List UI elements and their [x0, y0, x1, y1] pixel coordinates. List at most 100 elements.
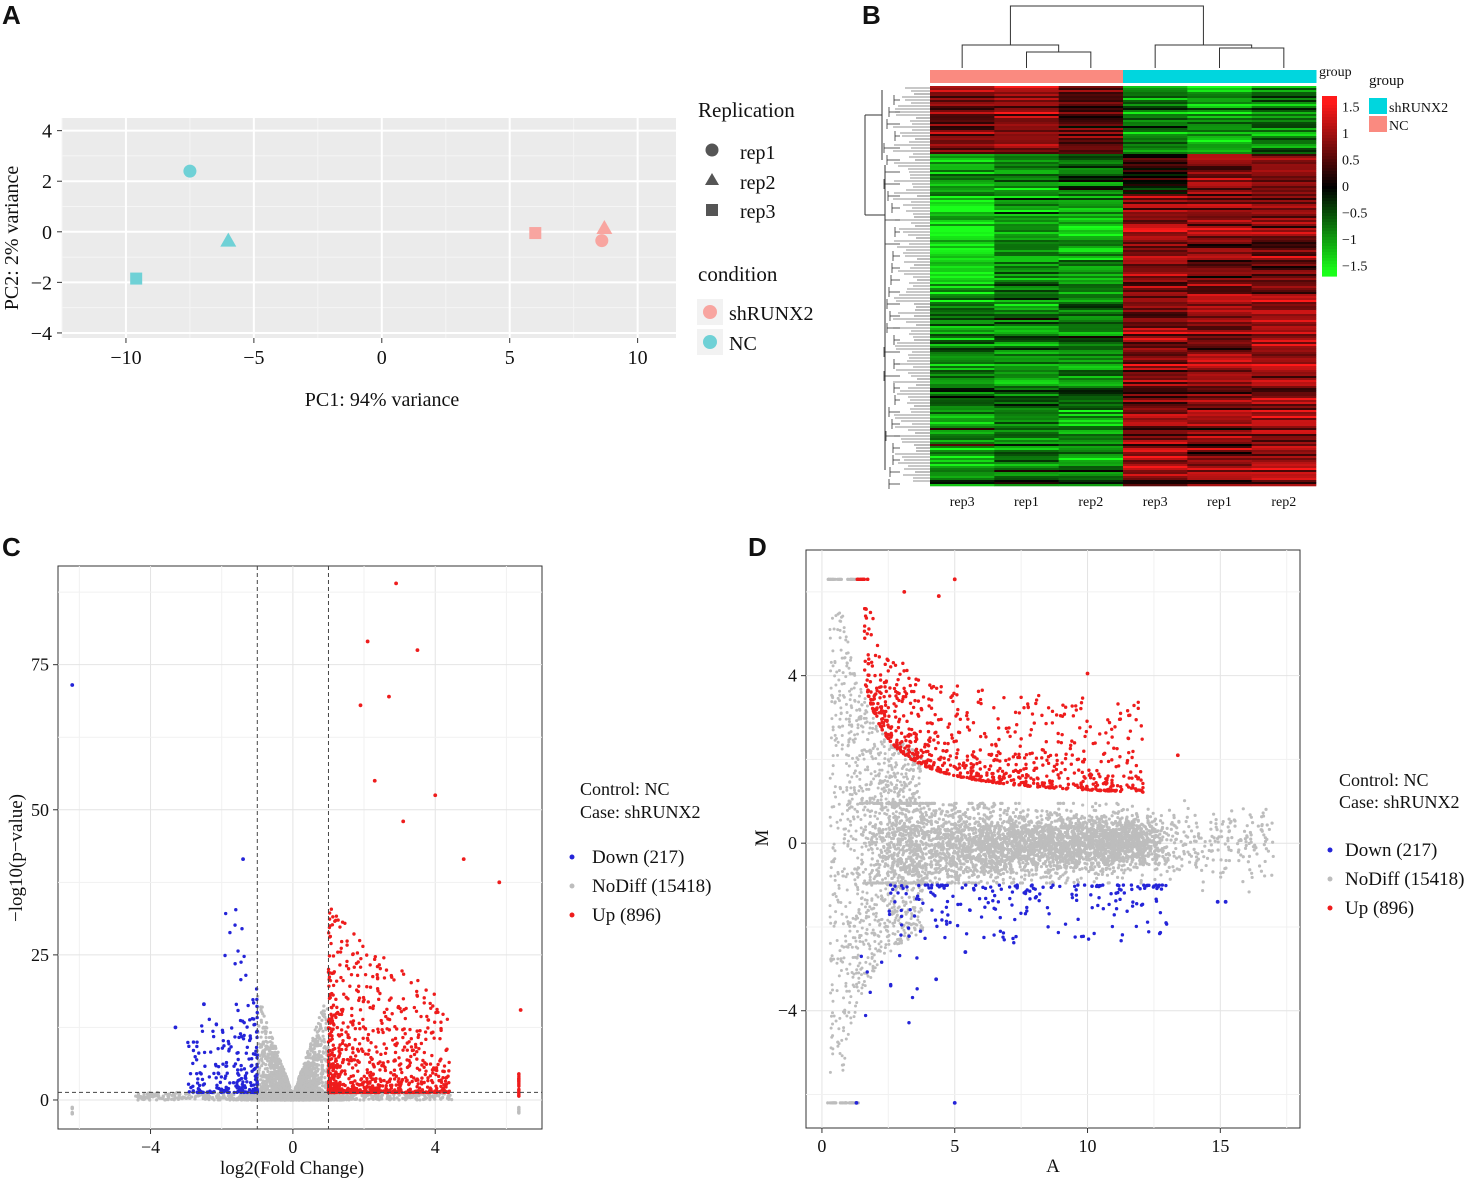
- heatmap-cell: [994, 346, 1059, 349]
- legend-nc: NC: [729, 333, 757, 355]
- data-point: [375, 1097, 380, 1101]
- heatmap-cell: [1187, 394, 1252, 397]
- heatmap-cell: [1251, 400, 1317, 403]
- heatmap-cell: [1123, 166, 1188, 169]
- data-point: [424, 1062, 429, 1066]
- heatmap-cell: [1058, 236, 1124, 239]
- data-point: [320, 1075, 324, 1079]
- heatmap-cell: [1058, 328, 1124, 331]
- heatmap-cell: [994, 410, 1059, 413]
- colorbar-tick-label: −1: [1342, 233, 1357, 248]
- heatmap-cell: [1251, 194, 1317, 197]
- heatmap-cell: [1058, 466, 1124, 469]
- heatmap-cell: [994, 368, 1059, 371]
- heatmap-cell: [1187, 464, 1252, 467]
- heatmap-cell: [930, 202, 995, 205]
- heatmap-cell: [1187, 176, 1252, 179]
- heatmap-cell: [1187, 280, 1252, 283]
- heatmap-cell: [994, 374, 1059, 377]
- data-point: [277, 1081, 281, 1086]
- heatmap-cell: [1187, 156, 1252, 159]
- heatmap-cell: [1251, 484, 1317, 487]
- heatmap-cell: [994, 126, 1059, 129]
- heatmap-cell: [1123, 244, 1188, 247]
- heatmap-cell: [1251, 178, 1317, 181]
- heatmap-cell: [1123, 154, 1188, 157]
- heatmap-cell: [1187, 390, 1252, 393]
- heatmap-cell: [1251, 366, 1317, 369]
- heatmap-cell: [994, 96, 1059, 99]
- heatmap-cell: [1123, 384, 1188, 387]
- heatmap-cell: [1123, 402, 1188, 405]
- data-point: [305, 1075, 309, 1080]
- heatmap-cell: [994, 100, 1059, 103]
- heatmap-cell: [1251, 154, 1317, 157]
- heatmap-cell: [1187, 182, 1252, 185]
- heatmap-cell: [994, 258, 1059, 261]
- heatmap-cell: [1058, 288, 1124, 291]
- heatmap-cell: [1123, 106, 1188, 109]
- heatmap-cell: [930, 124, 995, 127]
- heatmap-cell: [1187, 246, 1252, 249]
- heatmap-cell: [1058, 464, 1124, 467]
- heatmap-cell: [994, 322, 1059, 325]
- heatmap-cell: [1123, 268, 1188, 271]
- heatmap-cell: [994, 228, 1059, 231]
- heatmap-cell: [1058, 312, 1124, 315]
- heatmap-cell: [930, 354, 995, 357]
- heatmap-cell: [1187, 480, 1252, 483]
- heatmap-cell: [1058, 154, 1124, 157]
- heatmap-cell: [1123, 478, 1188, 481]
- heatmap-cell: [1123, 188, 1188, 191]
- heatmap-cell: [1251, 294, 1317, 297]
- heatmap-cell: [930, 100, 995, 103]
- data-point: [189, 1095, 194, 1099]
- heatmap-cell: [1058, 324, 1124, 327]
- heatmap-cell: [1058, 276, 1124, 279]
- colorbar-segment: [1322, 264, 1337, 268]
- data-point: [259, 1005, 263, 1009]
- heatmap-cell: [1187, 416, 1252, 419]
- heatmap-cell: [930, 158, 995, 161]
- heatmap-cell: [994, 236, 1059, 239]
- heatmap-cell: [1123, 202, 1188, 205]
- heatmap-cell: [1123, 218, 1188, 221]
- circle-icon: [703, 305, 717, 319]
- heatmap-cell: [994, 90, 1059, 93]
- heatmap-column-label: rep1: [1207, 495, 1232, 510]
- heatmap-cell: [1123, 336, 1188, 339]
- heatmap-cell: [994, 210, 1059, 213]
- data-point: [272, 1087, 277, 1091]
- pca-point: [220, 232, 237, 247]
- heatmap-cell: [930, 264, 995, 267]
- heatmap-cell: [930, 442, 995, 445]
- heatmap-cell: [1251, 128, 1317, 131]
- colorbar-segment: [1322, 159, 1337, 163]
- heatmap-cell: [1187, 344, 1252, 347]
- heatmap-cell: [1123, 236, 1188, 239]
- heatmap-cell: [1123, 348, 1188, 351]
- heatmap-cell: [1251, 262, 1317, 265]
- heatmap-cell: [1058, 266, 1124, 269]
- heatmap-cell: [1058, 164, 1124, 167]
- heatmap-cell: [1058, 438, 1124, 441]
- heatmap-cell: [1058, 150, 1124, 153]
- colorbar-segment: [1322, 120, 1337, 124]
- dendro-branch: [1009, 5, 1204, 45]
- data-point: [350, 1013, 354, 1018]
- heatmap-cell: [1123, 100, 1188, 103]
- heatmap-cell: [1123, 344, 1188, 347]
- heatmap-cell: [994, 296, 1059, 299]
- heatmap-cell: [930, 458, 995, 461]
- data-point: [261, 1070, 265, 1074]
- data-point: [306, 1053, 310, 1057]
- data-point: [320, 1012, 324, 1016]
- data-point: [383, 1051, 388, 1056]
- heatmap-cell: [994, 260, 1059, 263]
- heatmap-cell: [930, 230, 995, 233]
- data-point: [270, 1074, 274, 1078]
- heatmap-cell: [1058, 206, 1124, 209]
- heatmap-cell: [1251, 386, 1317, 389]
- circle-icon: [705, 143, 719, 157]
- data-point: [285, 1078, 289, 1082]
